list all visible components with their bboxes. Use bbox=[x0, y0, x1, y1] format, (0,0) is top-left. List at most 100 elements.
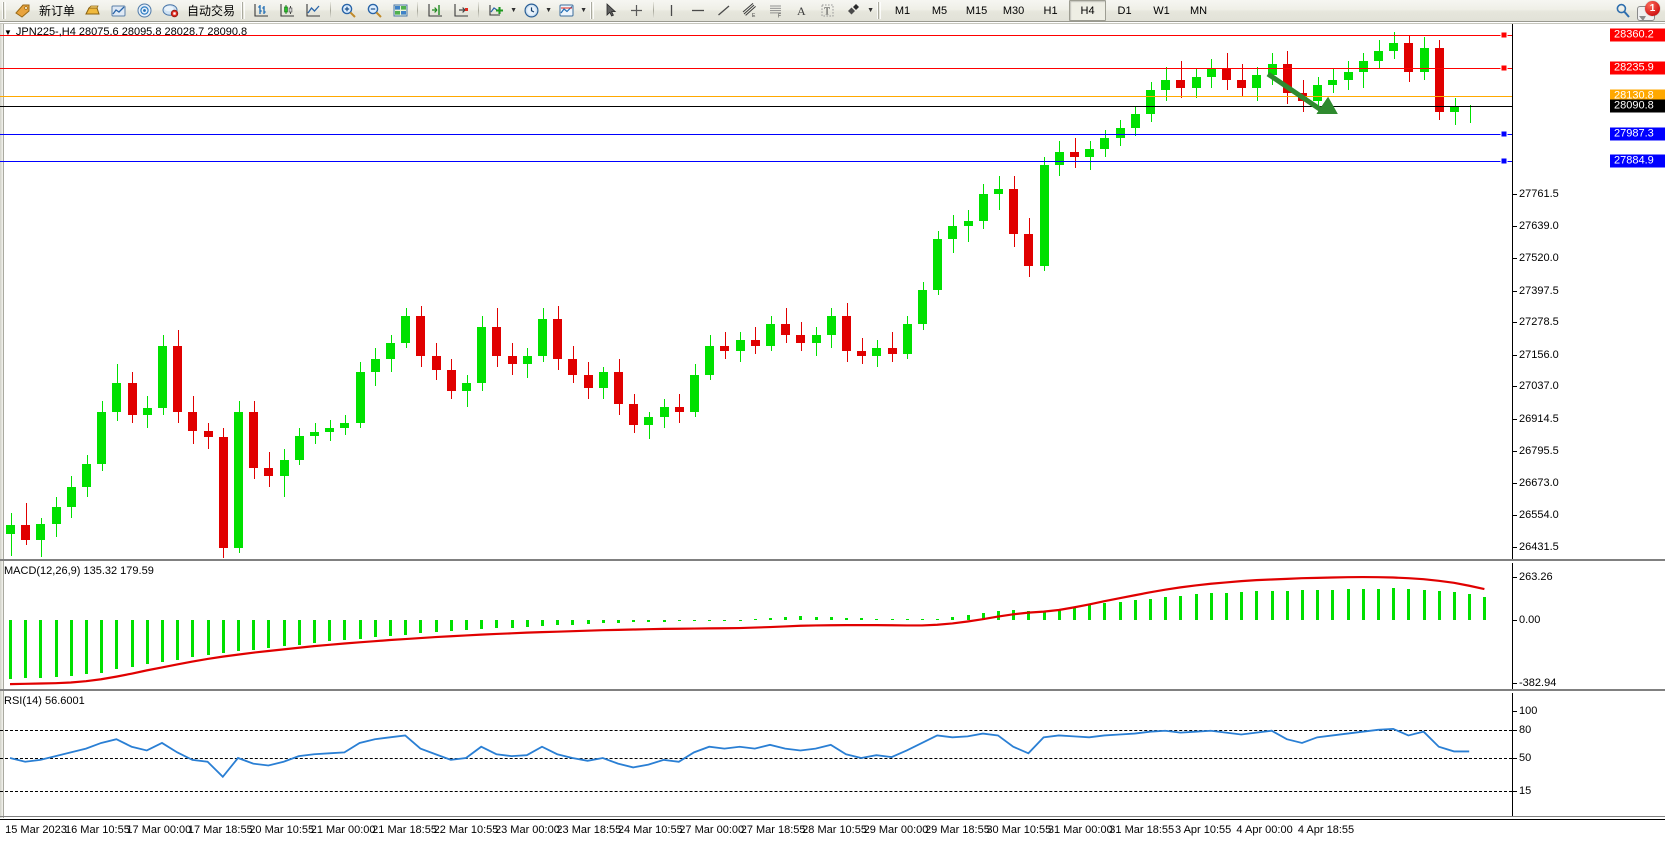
price-axis[interactable]: 27761.5 27639.0 27520.0 27397.5 27278.5 27156… bbox=[1512, 24, 1665, 559]
svg-text:E: E bbox=[752, 13, 756, 19]
crosshair-icon[interactable] bbox=[623, 0, 649, 22]
price-level-tag-resistance: 28360.2 bbox=[1610, 28, 1665, 42]
vertical-line-icon[interactable] bbox=[658, 0, 684, 22]
notification-icon[interactable]: 1 bbox=[1636, 0, 1660, 21]
autotrading-button[interactable]: 自动交易 bbox=[187, 4, 236, 18]
objects-dropdown-arrow[interactable]: ▼ bbox=[867, 7, 874, 14]
candle-body bbox=[857, 350, 867, 357]
timeframe-d1[interactable]: D1 bbox=[1117, 4, 1132, 17]
signals-icon[interactable] bbox=[131, 0, 157, 22]
auto-scroll-icon[interactable] bbox=[448, 0, 474, 22]
period-clock-icon[interactable] bbox=[518, 0, 544, 22]
new-order-button[interactable]: 新订单 bbox=[39, 4, 76, 18]
chart-collapse-arrow[interactable]: ▼ bbox=[4, 27, 12, 37]
rsi-guide-line bbox=[0, 758, 1512, 759]
candle-body bbox=[1434, 47, 1444, 112]
macd-plot[interactable] bbox=[0, 563, 1512, 689]
timeframe-m1[interactable]: M1 bbox=[894, 4, 911, 17]
grid-icon[interactable] bbox=[387, 0, 413, 22]
time-tick: 21 Mar 00:00 bbox=[310, 824, 376, 836]
rsi-plot[interactable] bbox=[0, 693, 1512, 816]
candle-body bbox=[735, 340, 745, 351]
price-level-tag-support: 27884.9 bbox=[1610, 154, 1665, 168]
candlestick-chart-icon[interactable] bbox=[274, 0, 300, 22]
price-level-line-current-price[interactable] bbox=[0, 106, 1512, 108]
timeframe-w1[interactable]: W1 bbox=[1153, 4, 1170, 17]
trendline-icon[interactable] bbox=[710, 0, 736, 22]
candle-body bbox=[872, 348, 882, 357]
fibonacci-icon[interactable]: F bbox=[762, 0, 788, 22]
timeframe-m5[interactable]: M5 bbox=[931, 4, 948, 17]
indicators-icon[interactable] bbox=[483, 0, 509, 22]
gold-bar-icon[interactable] bbox=[79, 0, 105, 22]
svg-text:T: T bbox=[824, 7, 830, 18]
candlestick-plot[interactable] bbox=[0, 24, 1512, 559]
rsi-pane[interactable]: RSI(14) 56.6001 100 80 50 15 bbox=[0, 693, 1665, 817]
price-level-line-support[interactable] bbox=[0, 160, 1512, 162]
macd-histogram-bar bbox=[769, 617, 772, 621]
rsi-axis: 100 80 50 15 bbox=[1512, 693, 1665, 816]
cursor-icon[interactable] bbox=[597, 0, 623, 22]
price-level-tag-resistance: 28235.9 bbox=[1610, 61, 1665, 75]
macd-histogram-bar bbox=[1316, 590, 1320, 621]
objects-icon[interactable] bbox=[840, 0, 866, 22]
time-tick: 20 Mar 10:55 bbox=[249, 824, 315, 836]
timeframe-m30[interactable]: M30 bbox=[1002, 4, 1025, 17]
macd-histogram-bar bbox=[176, 620, 180, 660]
candle-body bbox=[1237, 79, 1247, 88]
autotrading-robot-icon[interactable] bbox=[157, 0, 183, 22]
time-axis[interactable]: 15 Mar 2023 16 Mar 10:55 17 Mar 00:00 17 Ma… bbox=[0, 819, 1665, 842]
macd-histogram-bar bbox=[1468, 593, 1472, 621]
indicators-dropdown-arrow[interactable]: ▼ bbox=[510, 7, 517, 14]
candle-body bbox=[173, 345, 183, 413]
macd-histogram-bar bbox=[586, 620, 590, 625]
candle-wick bbox=[861, 337, 863, 365]
horizontal-line-icon[interactable] bbox=[684, 0, 710, 22]
zoom-out-icon[interactable] bbox=[361, 0, 387, 22]
search-icon[interactable] bbox=[1610, 0, 1636, 22]
macd-histogram-bar bbox=[434, 620, 438, 633]
macd-pane[interactable]: MACD(12,26,9) 135.32 179.59 263.26 0.00 -3… bbox=[0, 563, 1665, 691]
new-order-icon[interactable] bbox=[9, 0, 35, 22]
macd-histogram-bar bbox=[541, 620, 544, 627]
price-level-handle[interactable] bbox=[1500, 64, 1508, 72]
candle-body bbox=[1130, 114, 1140, 128]
text-label-icon[interactable]: T bbox=[814, 0, 840, 22]
price-level-handle[interactable] bbox=[1500, 157, 1508, 165]
shift-end-icon[interactable] bbox=[422, 0, 448, 22]
timeframe-h4[interactable]: H4 bbox=[1069, 0, 1107, 21]
equidistant-channel-icon[interactable]: E bbox=[736, 0, 762, 22]
macd-histogram-bar bbox=[966, 614, 970, 621]
price-level-handle[interactable] bbox=[1500, 31, 1508, 39]
bar-chart-icon[interactable] bbox=[248, 0, 274, 22]
macd-histogram-bar bbox=[1027, 610, 1031, 621]
data-window-icon[interactable] bbox=[105, 0, 131, 22]
templates-icon[interactable] bbox=[553, 0, 579, 22]
candle-body bbox=[1161, 79, 1171, 91]
toolbar-grip-3[interactable] bbox=[590, 2, 595, 19]
price-level-line-pivot[interactable] bbox=[0, 95, 1512, 97]
macd-histogram-bar bbox=[1133, 600, 1137, 621]
toolbar-grip[interactable] bbox=[2, 2, 6, 19]
down-trend-arrow[interactable] bbox=[1258, 34, 1368, 114]
line-chart-icon[interactable] bbox=[300, 0, 326, 22]
price-level-line-resistance[interactable] bbox=[0, 67, 1512, 69]
macd-histogram-bar bbox=[693, 620, 696, 622]
timeframe-h1[interactable]: H1 bbox=[1043, 4, 1058, 17]
price-pane[interactable]: ▼ JPN225-,H4 28075.6 28095.8 28028.7 280… bbox=[0, 24, 1665, 561]
timeframe-mn[interactable]: MN bbox=[1189, 4, 1208, 17]
price-level-line-support[interactable] bbox=[0, 133, 1512, 135]
templates-dropdown-arrow[interactable]: ▼ bbox=[580, 7, 587, 14]
text-icon[interactable]: A bbox=[788, 0, 814, 22]
candle-body bbox=[720, 345, 730, 351]
toolbar-grip-2[interactable] bbox=[241, 2, 246, 19]
zoom-in-icon[interactable] bbox=[335, 0, 361, 22]
price-level-handle[interactable] bbox=[1500, 130, 1508, 138]
timeframe-m15[interactable]: M15 bbox=[965, 4, 988, 17]
price-level-line-resistance[interactable] bbox=[0, 34, 1512, 36]
toolbar-grip-4[interactable] bbox=[877, 2, 882, 19]
candle-body bbox=[963, 220, 973, 227]
candle-body bbox=[644, 417, 654, 426]
period-dropdown-arrow[interactable]: ▼ bbox=[545, 7, 552, 14]
time-tick: 17 Mar 18:55 bbox=[187, 824, 253, 836]
